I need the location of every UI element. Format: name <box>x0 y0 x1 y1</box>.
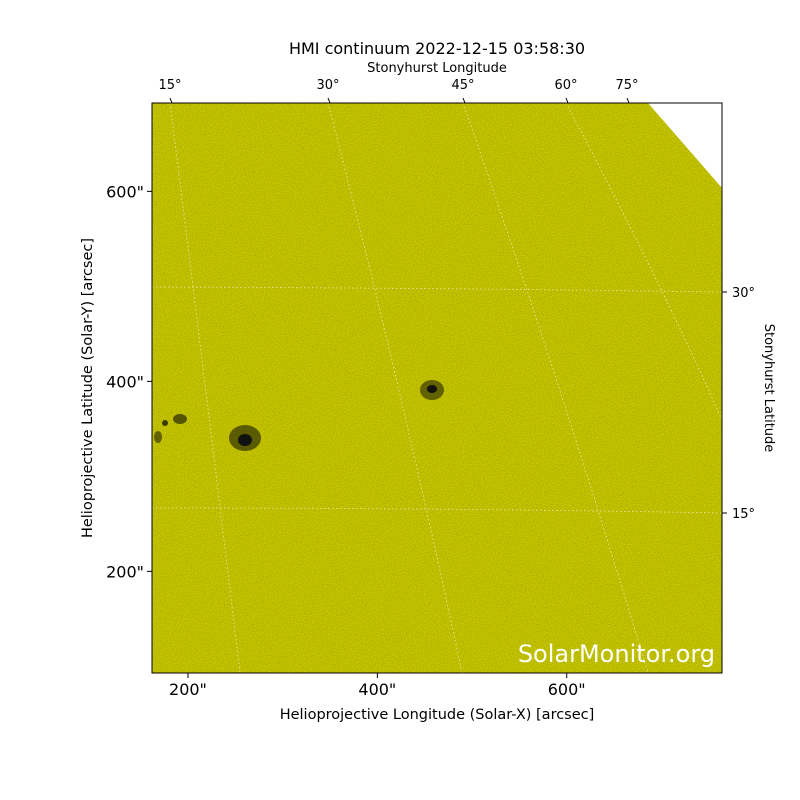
top-tick-label: 60° <box>554 78 577 93</box>
right-tick-label: 30° <box>732 286 755 301</box>
solar-image: SolarMonitor.org <box>152 103 722 673</box>
x-tick-label: 200" <box>169 680 207 699</box>
top-tick-label: 30° <box>316 78 339 93</box>
x-tick-label: 600" <box>548 680 586 699</box>
y-axis-label: Helioprojective Latitude (Solar-Y) [arcs… <box>80 238 96 538</box>
top-tick <box>169 97 173 104</box>
chart-title: HMI continuum 2022-12-15 03:58:30 <box>289 39 585 58</box>
top-tick <box>462 97 466 104</box>
watermark: SolarMonitor.org <box>518 640 715 668</box>
right-tick-label: 15° <box>732 507 755 522</box>
top-tick-label: 15° <box>158 78 181 93</box>
y-tick-label: 600" <box>106 182 144 201</box>
top-tick-label: 75° <box>615 78 638 93</box>
plot-frame <box>151 102 723 674</box>
sunspots <box>154 380 444 451</box>
top-axis-label: Stonyhurst Longitude <box>367 61 507 76</box>
x-axis-label: Helioprojective Longitude (Solar-X) [arc… <box>280 707 595 723</box>
top-tick-label: 45° <box>451 78 474 93</box>
right-axis-label: Stonyhurst Latitude <box>761 324 776 453</box>
y-tick-label: 400" <box>106 372 144 391</box>
off-disk <box>648 103 722 188</box>
top-tick <box>327 97 331 104</box>
top-tick <box>626 97 630 104</box>
top-tick <box>565 97 569 104</box>
coordinate-grid <box>152 103 722 673</box>
x-tick-label: 400" <box>358 680 396 699</box>
y-tick-label: 200" <box>106 562 144 581</box>
